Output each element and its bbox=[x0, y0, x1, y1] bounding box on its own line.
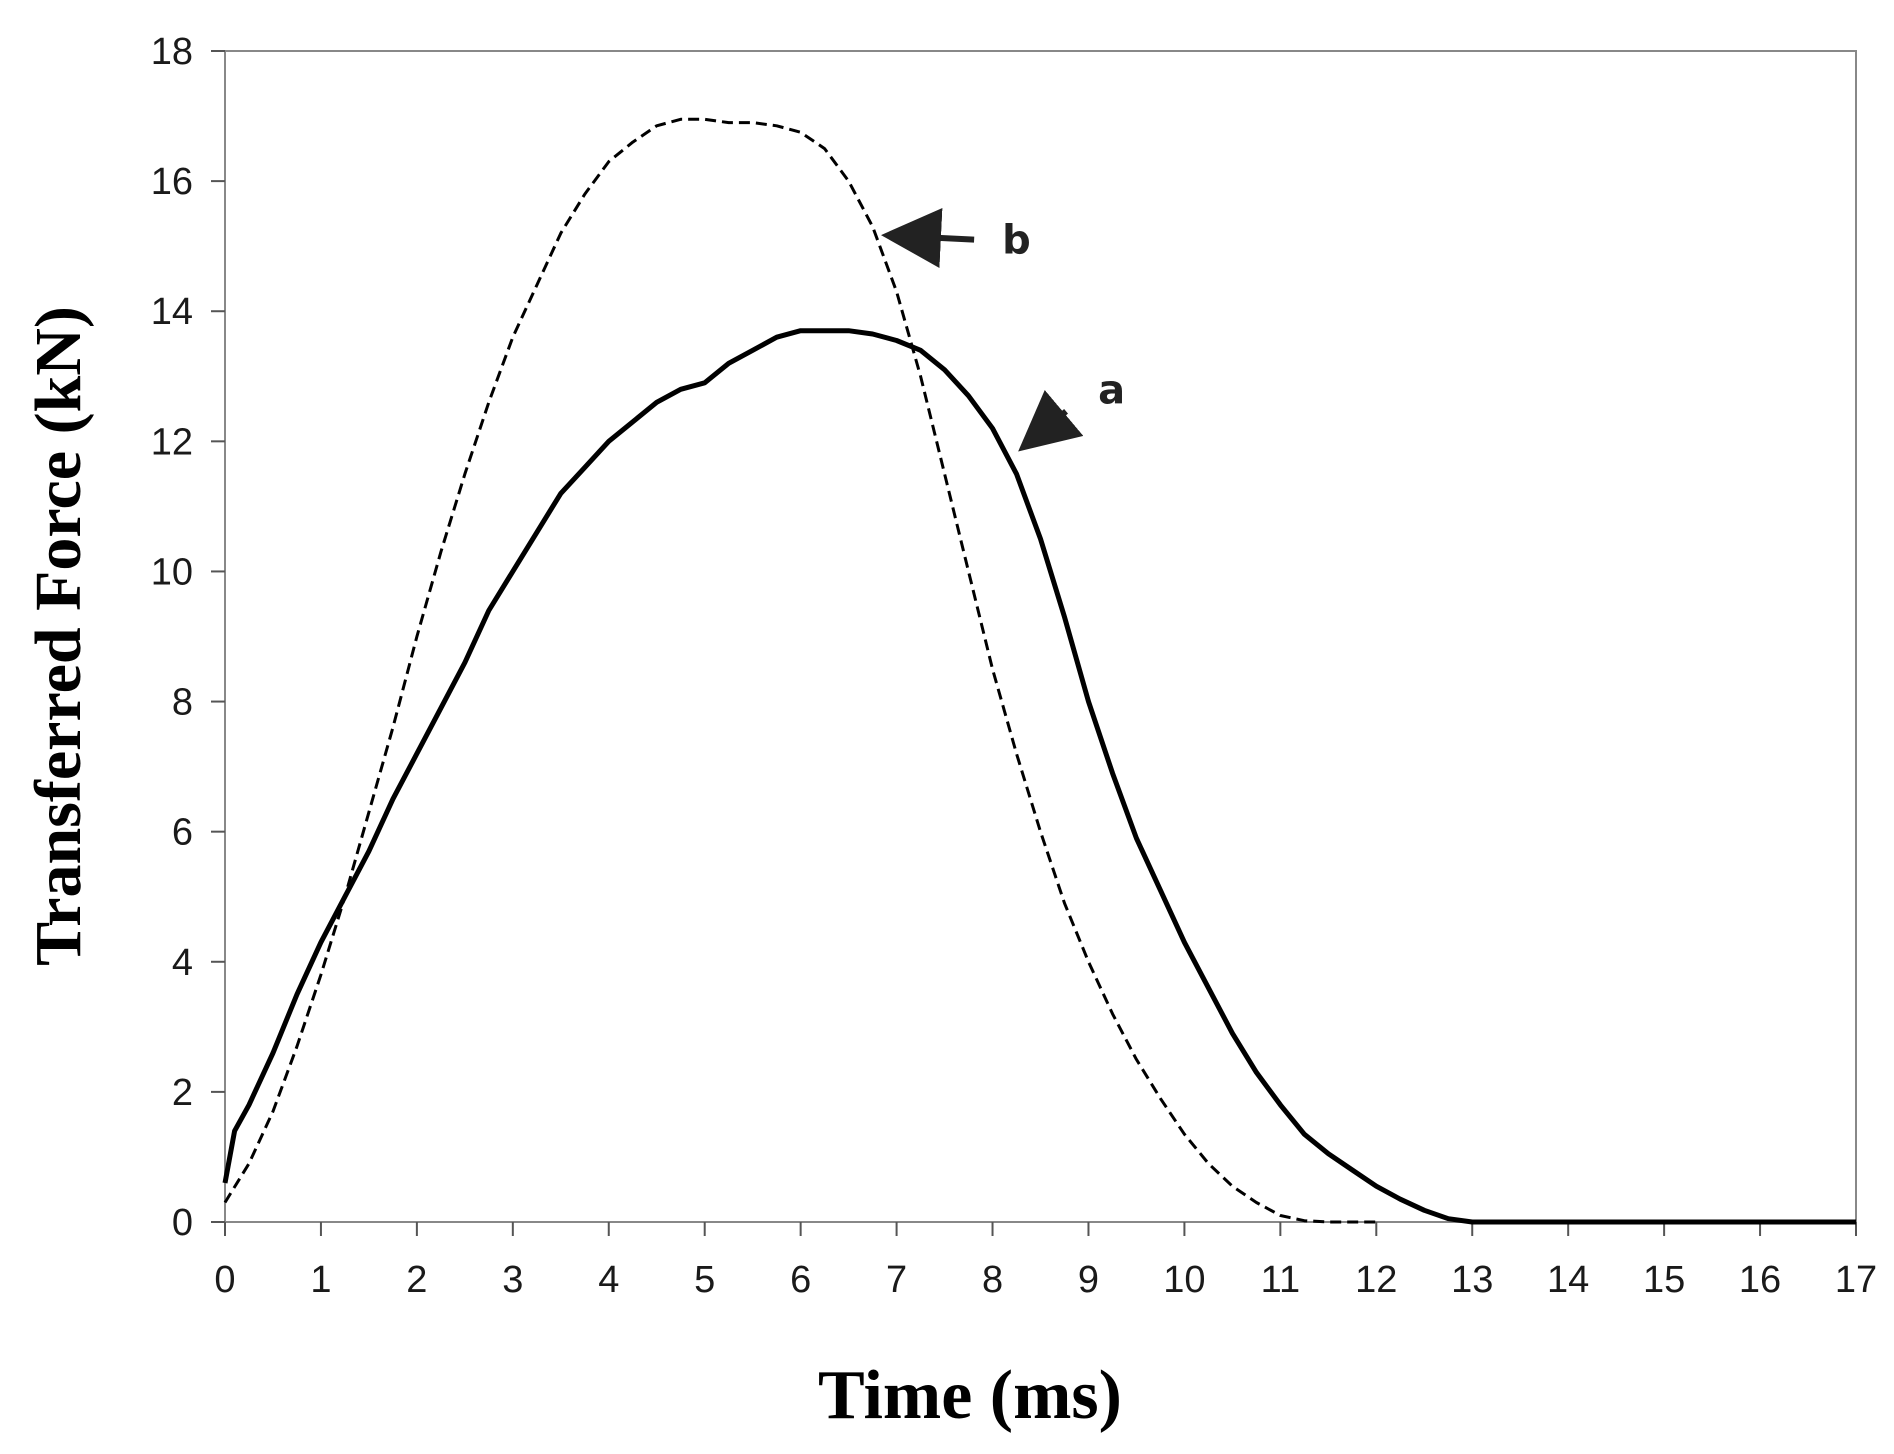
x-tick-label-9: 9 bbox=[1078, 1259, 1099, 1301]
y-tick-label-6: 6 bbox=[172, 812, 193, 854]
x-tick-label-11: 11 bbox=[1261, 1259, 1300, 1301]
plot-area bbox=[224, 50, 1857, 1223]
y-tick-label-2: 2 bbox=[172, 1072, 193, 1114]
y-tick-label-14: 14 bbox=[151, 291, 193, 333]
y-axis-title: Transferred Force (kN) bbox=[22, 306, 95, 966]
x-axis-ticks: 0 1 2 3 4 5 6 7 8 9 10 11 12 13 14 15 16 17 bbox=[214, 1222, 1877, 1301]
x-tick-label-2: 2 bbox=[406, 1259, 427, 1301]
y-tick-label-16: 16 bbox=[151, 161, 193, 203]
annotation-arrow-a bbox=[1018, 389, 1084, 452]
x-tick-label-12: 12 bbox=[1355, 1259, 1397, 1301]
y-tick-label-12: 12 bbox=[151, 421, 193, 463]
x-tick-label-17: 17 bbox=[1835, 1259, 1877, 1301]
x-axis-title: Time (ms) bbox=[818, 1357, 1122, 1434]
y-tick-label-4: 4 bbox=[172, 942, 193, 984]
y-tick-label-0: 0 bbox=[172, 1202, 193, 1244]
x-tick-label-15: 15 bbox=[1643, 1259, 1685, 1301]
x-tick-label-3: 3 bbox=[502, 1259, 523, 1301]
y-tick-label-8: 8 bbox=[172, 682, 193, 724]
y-tick-label-10: 10 bbox=[151, 551, 193, 593]
x-tick-label-10: 10 bbox=[1163, 1259, 1205, 1301]
series-layer bbox=[222, 117, 1856, 1225]
annotation-arrow-b bbox=[881, 208, 975, 268]
y-tick-label-18: 18 bbox=[151, 31, 193, 73]
y-axis-ticks: 0 2 4 6 8 10 12 14 16 18 bbox=[151, 31, 225, 1244]
series-line-b bbox=[223, 117, 1377, 1224]
x-tick-label-14: 14 bbox=[1547, 1259, 1589, 1301]
x-tick-label-16: 16 bbox=[1739, 1259, 1781, 1301]
series-line-a bbox=[222, 328, 1856, 1225]
annotations: ab bbox=[881, 208, 1125, 452]
x-tick-label-5: 5 bbox=[694, 1259, 715, 1301]
x-tick-label-0: 0 bbox=[214, 1259, 235, 1301]
x-tick-label-4: 4 bbox=[598, 1259, 619, 1301]
x-tick-label-8: 8 bbox=[982, 1259, 1003, 1301]
x-tick-label-1: 1 bbox=[310, 1259, 331, 1301]
x-tick-label-7: 7 bbox=[886, 1259, 907, 1301]
x-tick-label-13: 13 bbox=[1451, 1259, 1493, 1301]
x-tick-label-6: 6 bbox=[790, 1259, 811, 1301]
annotation-label-a: a bbox=[1098, 367, 1125, 413]
annotation-label-b: b bbox=[1002, 218, 1031, 264]
